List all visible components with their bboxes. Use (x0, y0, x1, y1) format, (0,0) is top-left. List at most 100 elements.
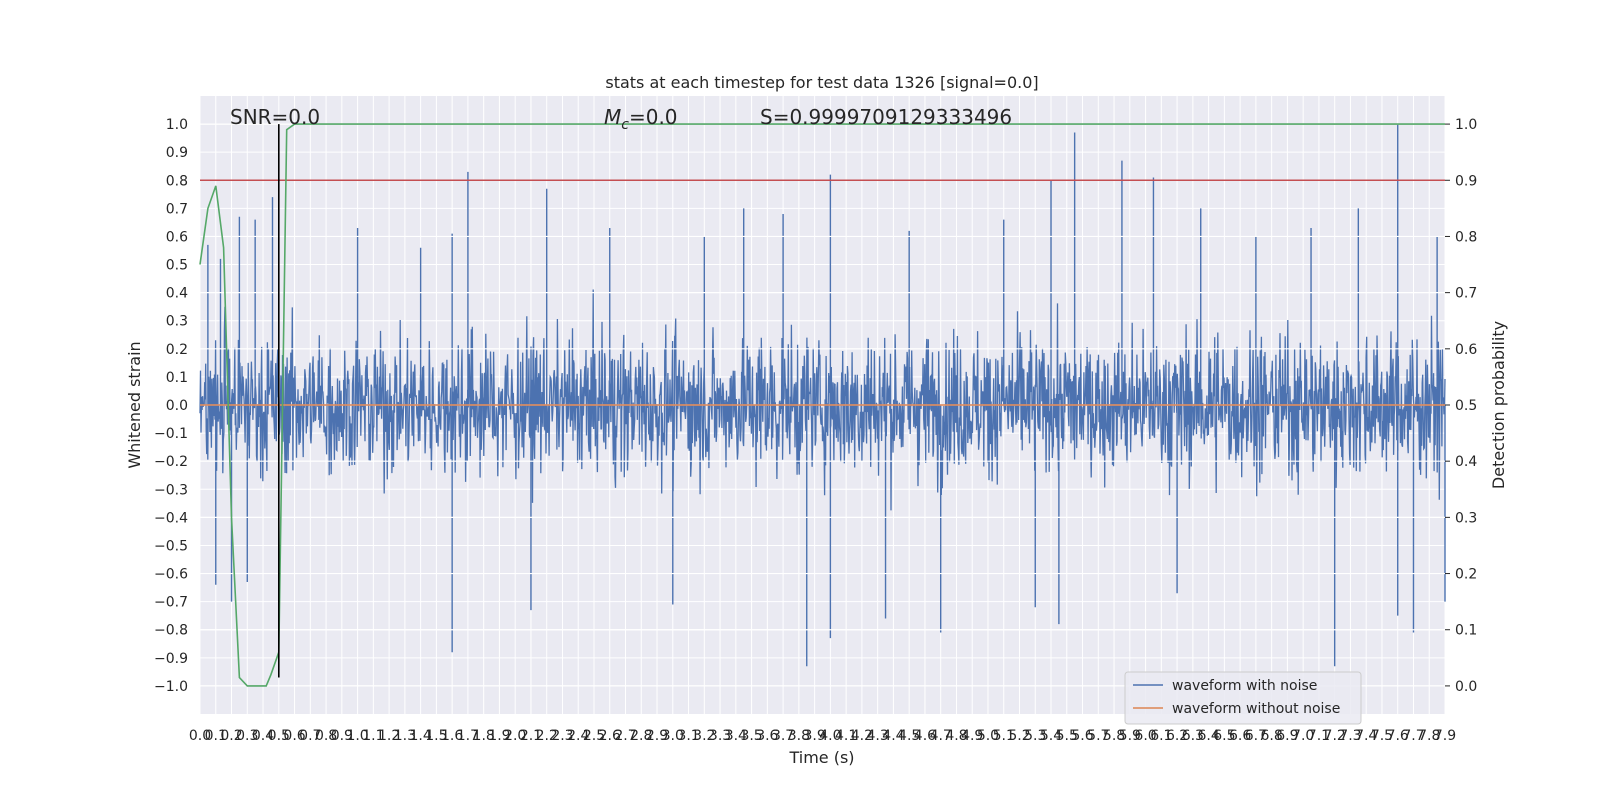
y-tick-label: 0.2 (166, 342, 188, 358)
x-tick-label: 5.8 (1103, 728, 1125, 744)
x-tick-label: 7.7 (1402, 728, 1424, 744)
x-axis-label: Time (s) (788, 748, 854, 767)
x-tick-label: 6.6 (1229, 728, 1251, 744)
legend-label-clean: waveform without noise (1172, 701, 1340, 717)
x-tick-label: 7.0 (1292, 728, 1314, 744)
x-tick-label: 4.6 (914, 728, 936, 744)
x-tick-label: 3.4 (725, 728, 747, 744)
x-tick-label: 5.0 (977, 728, 999, 744)
y-tick-label: 0.4 (166, 286, 188, 302)
legend-label-noise: waveform with noise (1172, 678, 1317, 694)
y2-axis-label: Detection probability (1489, 321, 1508, 489)
y2-tick-label: 0.5 (1455, 398, 1477, 414)
x-tick-label: 4.0 (819, 728, 841, 744)
y-tick-label: 0.6 (166, 229, 188, 245)
y2-tick-label: 0.0 (1455, 679, 1477, 695)
x-tick-label: 3.7 (772, 728, 794, 744)
x-tick-label: 0.4 (252, 728, 274, 744)
chirp-mass-annotation: Mc=0.0 (604, 105, 678, 133)
chirp-mass-subscript: c (621, 117, 629, 133)
snr-annotation: SNR=0.0 (230, 105, 320, 129)
x-tick-label: 3.6 (756, 728, 778, 744)
x-tick-label: 4.3 (867, 728, 889, 744)
x-tick-label: 6.4 (1197, 728, 1219, 744)
x-tick-label: 0.6 (283, 728, 305, 744)
x-tick-label: 5.6 (1071, 728, 1093, 744)
x-tick-label: 1.4 (410, 728, 432, 744)
x-tick-label: 2.5 (583, 728, 605, 744)
x-tick-label: 1.2 (378, 728, 400, 744)
y2-tick-label: 0.8 (1455, 229, 1477, 245)
y-axis-ticks: 1.0 0.9 0.8 0.7 0.6 0.5 0.4 0.3 0.2 0.1 0.0 −0.1 −0.… (154, 117, 188, 695)
y-tick-label: 0.0 (166, 398, 188, 414)
y-tick-label: 0.3 (166, 314, 188, 330)
x-tick-label: 0.5 (268, 728, 290, 744)
y-tick-label: 0.1 (166, 370, 188, 386)
y2-axis-ticks: 1.0 0.9 0.8 0.7 0.6 0.5 0.4 0.3 0.2 0.1 0.0 (1445, 117, 1477, 695)
x-tick-label: 1.0 (346, 728, 368, 744)
x-tick-label: 5.3 (1024, 728, 1046, 744)
y2-tick-label: 0.1 (1455, 623, 1477, 639)
x-tick-label: 3.3 (709, 728, 731, 744)
x-tick-label: 3.2 (693, 728, 715, 744)
x-tick-label: 2.2 (536, 728, 558, 744)
x-tick-label: 5.9 (1119, 728, 1141, 744)
x-tick-label: 4.8 (945, 728, 967, 744)
x-tick-label: 1.9 (488, 728, 510, 744)
x-tick-label: 2.7 (614, 728, 636, 744)
x-tick-label: 0.9 (331, 728, 353, 744)
y-tick-label: −0.5 (154, 538, 188, 554)
x-tick-label: 4.1 (835, 728, 857, 744)
y-tick-label: −0.7 (154, 595, 188, 611)
x-tick-label: 7.5 (1371, 728, 1393, 744)
y-tick-label: −0.3 (154, 482, 188, 498)
x-tick-label: 5.2 (1008, 728, 1030, 744)
x-tick-label: 6.3 (1182, 728, 1204, 744)
x-tick-label: 6.7 (1245, 728, 1267, 744)
x-tick-label: 5.5 (1056, 728, 1078, 744)
x-tick-label: 7.1 (1308, 728, 1330, 744)
y-tick-label: −0.6 (154, 567, 188, 583)
x-tick-label: 6.0 (1134, 728, 1156, 744)
x-tick-label: 3.0 (662, 728, 684, 744)
x-tick-label: 5.7 (1087, 728, 1109, 744)
noisy-waveform (199, 123, 1446, 687)
x-tick-label: 2.9 (646, 728, 668, 744)
y-tick-label: 0.8 (166, 173, 188, 189)
detection-probability-line (199, 123, 1445, 687)
noise-trace (199, 289, 1446, 511)
y-tick-label: 1.0 (166, 117, 188, 133)
y-tick-label: −0.9 (154, 651, 188, 667)
x-tick-label: 7.6 (1387, 728, 1409, 744)
y2-tick-label: 0.9 (1455, 173, 1477, 189)
x-tick-label: 2.6 (599, 728, 621, 744)
x-tick-label: 1.1 (362, 728, 384, 744)
y-tick-label: −0.1 (154, 426, 188, 442)
y2-tick-label: 0.3 (1455, 510, 1477, 526)
y-tick-label: −1.0 (154, 679, 188, 695)
y2-tick-label: 0.2 (1455, 567, 1477, 583)
x-tick-label: 4.9 (961, 728, 983, 744)
x-tick-label: 3.5 (740, 728, 762, 744)
x-tick-label: 3.9 (803, 728, 825, 744)
x-tick-label: 2.8 (630, 728, 652, 744)
y-tick-label: −0.4 (154, 510, 188, 526)
y-tick-label: −0.8 (154, 623, 188, 639)
chart-title: stats at each timestep for test data 132… (605, 73, 1038, 92)
chirp-mass-value: =0.0 (629, 105, 678, 129)
x-tick-label: 5.4 (1040, 728, 1062, 744)
legend: waveform with noise waveform without noi… (1124, 671, 1362, 725)
x-tick-label: 1.7 (457, 728, 479, 744)
y-tick-label: 0.7 (166, 201, 188, 217)
x-tick-label: 2.4 (567, 728, 589, 744)
y2-tick-label: 1.0 (1455, 117, 1477, 133)
x-tick-label: 3.1 (677, 728, 699, 744)
y-axis-label: Whitened strain (125, 341, 144, 468)
x-tick-label: 0.3 (236, 728, 258, 744)
x-tick-label: 6.5 (1213, 728, 1235, 744)
chirp-mass-symbol: M (604, 105, 621, 129)
x-tick-label: 0.8 (315, 728, 337, 744)
x-tick-label: 0.7 (299, 728, 321, 744)
x-tick-label: 1.6 (441, 728, 463, 744)
